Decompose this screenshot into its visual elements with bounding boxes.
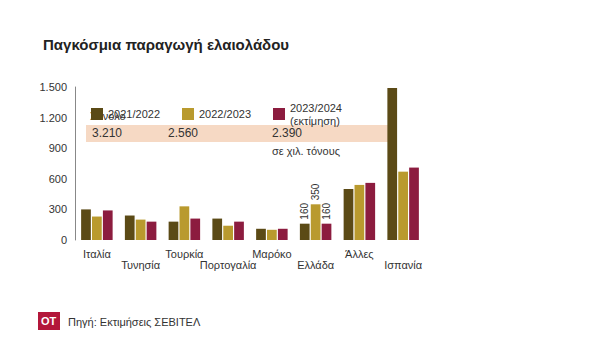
svg-text:Πορτογαλία: Πορτογαλία	[200, 259, 257, 271]
svg-text:300: 300	[49, 203, 67, 215]
svg-text:Ιταλία: Ιταλία	[83, 248, 112, 260]
svg-text:160: 160	[299, 203, 310, 220]
svg-text:1.200: 1.200	[39, 112, 67, 124]
svg-text:160: 160	[321, 203, 332, 220]
svg-text:350: 350	[310, 183, 321, 200]
svg-text:Ελλάδα: Ελλάδα	[297, 259, 335, 271]
svg-text:Τουρκία: Τουρκία	[165, 248, 204, 260]
svg-text:2023/2024: 2023/2024	[290, 102, 342, 114]
svg-text:2021/2022: 2021/2022	[108, 108, 160, 120]
svg-text:Άλλες: Άλλες	[345, 248, 374, 260]
svg-text:σε χιλ. τόνους: σε χιλ. τόνους	[272, 145, 340, 157]
svg-text:0: 0	[61, 234, 67, 246]
svg-text:(εκτίμηση): (εκτίμηση)	[290, 115, 340, 127]
svg-text:3.210: 3.210	[92, 126, 122, 140]
svg-text:Παγκόσμια παραγωγή ελαιολάδου: Παγκόσμια παραγωγή ελαιολάδου	[43, 36, 289, 53]
svg-text:Μαρόκο: Μαρόκο	[252, 248, 291, 260]
svg-text:600: 600	[49, 173, 67, 185]
svg-text:1.500: 1.500	[39, 81, 67, 93]
svg-text:2.390: 2.390	[272, 126, 302, 140]
svg-text:Τυνησία: Τυνησία	[121, 259, 161, 271]
svg-text:OT: OT	[41, 315, 57, 327]
svg-text:Πηγή: Εκτιμήσεις ΣΕΒΙΤΕΛ: Πηγή: Εκτιμήσεις ΣΕΒΙΤΕΛ	[68, 316, 201, 328]
svg-text:2022/2023: 2022/2023	[199, 108, 251, 120]
svg-text:900: 900	[49, 142, 67, 154]
svg-text:2.560: 2.560	[168, 126, 198, 140]
svg-text:Ισπανία: Ισπανία	[384, 259, 423, 271]
